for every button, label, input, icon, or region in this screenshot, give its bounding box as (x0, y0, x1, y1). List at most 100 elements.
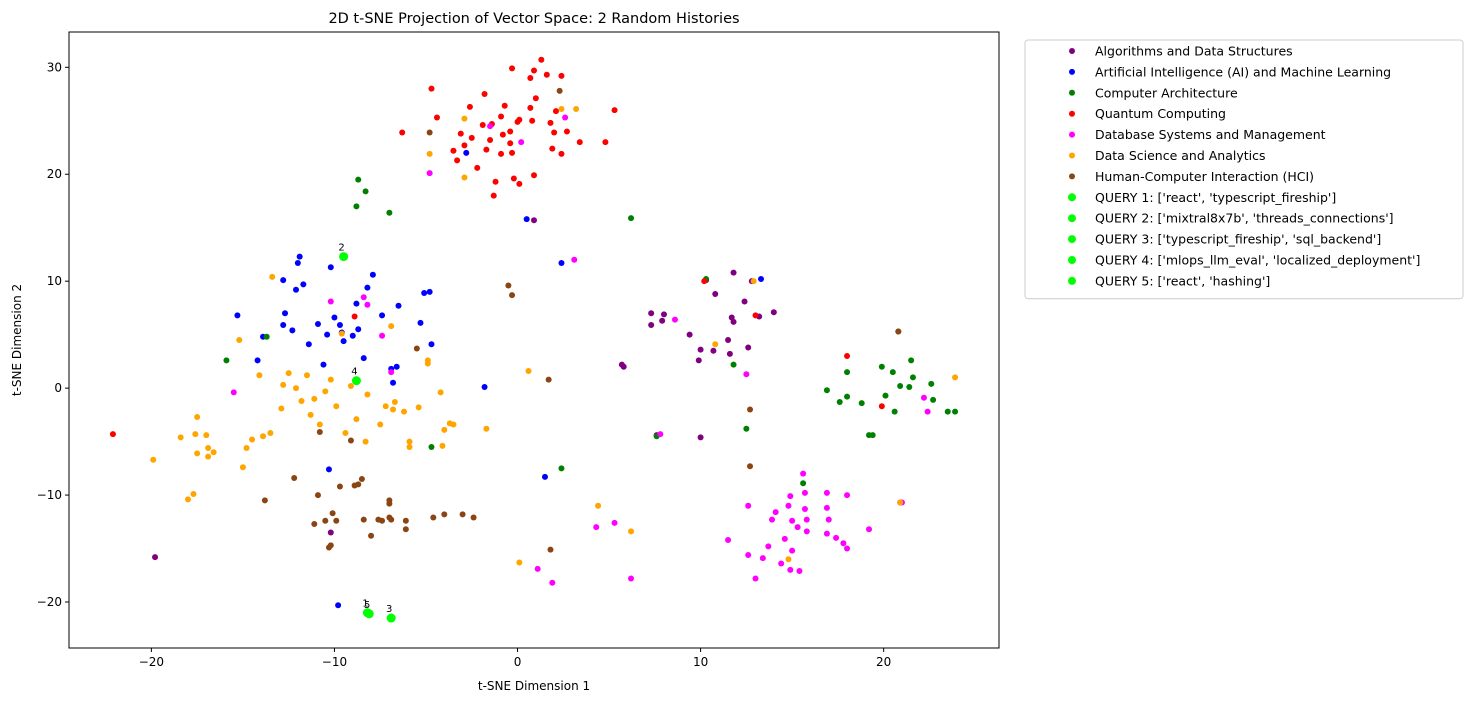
query-annotation: 2 (338, 243, 344, 254)
data-point (611, 519, 618, 526)
data-point (150, 456, 157, 463)
data-point (388, 323, 395, 330)
data-point (602, 139, 609, 146)
data-point (355, 326, 362, 333)
data-point (461, 142, 468, 149)
data-point (516, 116, 523, 123)
data-point (747, 406, 754, 413)
data-point (205, 445, 212, 452)
data-point (329, 510, 336, 517)
data-point (787, 566, 794, 573)
data-point (516, 559, 523, 566)
data-point (393, 363, 400, 370)
data-point (778, 560, 785, 567)
data-point (254, 357, 261, 364)
data-point (364, 391, 371, 398)
data-point (611, 107, 618, 114)
data-point (322, 517, 329, 524)
query-annotation: 3 (386, 604, 392, 615)
legend-marker (1069, 152, 1075, 159)
y-tick-label: −20 (37, 595, 62, 609)
data-point (468, 134, 475, 141)
data-point (895, 328, 902, 335)
data-point (889, 369, 896, 376)
data-point (499, 131, 506, 138)
data-point (516, 180, 523, 187)
data-point (382, 403, 389, 410)
x-tick-label: −20 (139, 655, 164, 669)
data-point (415, 404, 422, 411)
data-point (223, 357, 230, 364)
data-point (507, 128, 514, 135)
data-point (878, 363, 885, 370)
data-point (509, 292, 516, 299)
data-point (428, 443, 435, 450)
data-point (552, 108, 559, 115)
data-point (659, 317, 666, 324)
data-point (527, 74, 534, 81)
data-point (803, 528, 810, 535)
data-point (765, 543, 772, 550)
query-annotation: 5 (364, 600, 370, 611)
data-point (781, 535, 788, 542)
data-point (844, 393, 851, 400)
data-point (558, 150, 565, 157)
data-point (269, 273, 276, 280)
y-tick-label: 20 (47, 167, 62, 181)
data-point (424, 360, 431, 367)
data-point (547, 119, 554, 126)
data-point (648, 310, 655, 317)
legend-label: QUERY 3: ['typescript_fireship', 'sql_ba… (1095, 232, 1381, 247)
data-point (470, 514, 477, 521)
data-point (529, 117, 536, 124)
data-point (628, 528, 635, 535)
data-point (298, 397, 305, 404)
data-point (386, 209, 393, 216)
data-point (305, 341, 312, 348)
data-point (844, 369, 851, 376)
legend-marker (1069, 131, 1075, 138)
data-point (562, 114, 569, 121)
data-point (280, 381, 287, 388)
data-point (924, 408, 931, 415)
data-point (426, 129, 433, 136)
data-point (466, 103, 473, 110)
data-point (331, 314, 338, 321)
data-point (333, 517, 340, 524)
data-point (743, 425, 750, 432)
data-point (307, 411, 314, 418)
query-layer: 1 2 3 4 5 (338, 243, 396, 623)
data-point (551, 129, 558, 136)
data-point (725, 536, 732, 543)
data-point (327, 376, 334, 383)
data-point (531, 217, 537, 224)
data-point (263, 333, 270, 340)
data-point (294, 260, 301, 266)
data-point (450, 421, 457, 428)
data-point (595, 502, 602, 509)
data-point (236, 337, 243, 343)
data-point (347, 437, 354, 444)
data-point (858, 400, 865, 407)
data-point (413, 345, 420, 352)
data-point (549, 579, 556, 586)
data-point (353, 416, 360, 423)
data-point (800, 470, 807, 477)
data-point (426, 150, 433, 157)
data-point (437, 389, 444, 396)
data-point (391, 399, 398, 406)
data-point (906, 384, 913, 391)
legend-label: Computer Architecture (1095, 85, 1238, 100)
data-point (909, 374, 916, 381)
data-point (836, 399, 843, 406)
legend-marker (1068, 256, 1076, 264)
data-point (395, 302, 402, 309)
x-tick-label: −10 (322, 655, 347, 669)
data-point (184, 496, 191, 503)
data-point (628, 215, 635, 222)
data-point (483, 146, 490, 153)
legend-label: Database Systems and Management (1095, 127, 1326, 142)
data-point (483, 425, 490, 432)
data-point (501, 102, 508, 109)
data-point (532, 95, 539, 102)
